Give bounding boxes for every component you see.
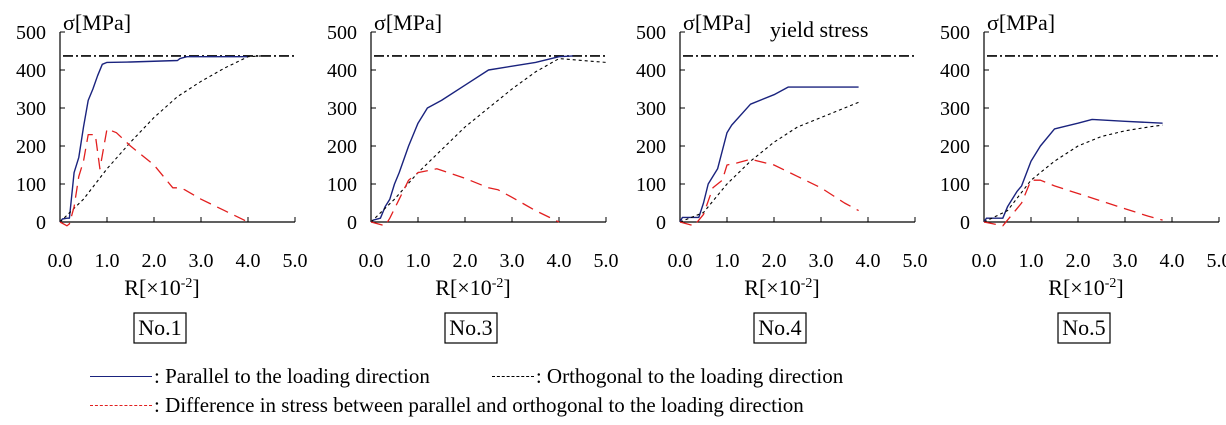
y-axis-title: σ[MPa]: [374, 10, 442, 35]
series-line-difference: [983, 179, 1163, 227]
y-tick-label: 0: [656, 212, 666, 234]
y-tick-label: 0: [36, 212, 46, 234]
y-tick-label: 500: [636, 22, 666, 44]
x-axis-title: R[×10-2]: [124, 275, 199, 300]
legend-row-2: : Difference in stress between parallel …: [90, 392, 866, 418]
x-tick-label: 5.0: [903, 250, 928, 272]
y-tick-label: 100: [16, 174, 46, 196]
y-axis-title: σ[MPa]: [987, 10, 1055, 35]
x-axis-title: R[×10-2]: [744, 275, 819, 300]
legend-label-parallel: : Parallel to the loading direction: [154, 363, 430, 388]
x-tick-label: 4.0: [236, 250, 261, 272]
legend-label-difference: : Difference in stress between parallel …: [154, 392, 804, 417]
specimen-label: No.5: [1062, 315, 1105, 340]
x-axis-title: R[×10-2]: [1048, 275, 1123, 300]
chart-panel-no1: 0 100 200 300 400 500 0.0 1.0 2.0 3.0 4.0 5.0 σ[MPa]…: [16, 10, 308, 344]
series-line-parallel: [59, 56, 248, 223]
series-line-parallel: [370, 55, 574, 223]
series-line-orthogonal: [983, 124, 1163, 223]
x-tick-label: 1.0: [715, 250, 740, 272]
y-tick-label: 400: [940, 60, 970, 82]
y-tick-label: 0: [347, 212, 357, 234]
x-tick-label: 4.0: [547, 250, 572, 272]
x-tick-label: 0.0: [359, 250, 384, 272]
x-tick-label: 3.0: [189, 250, 214, 272]
series-line-parallel: [983, 118, 1163, 223]
x-tick-label: 1.0: [1019, 250, 1044, 272]
legend-swatch-parallel: [90, 375, 152, 377]
x-tick-label: 3.0: [500, 250, 525, 272]
legend-row-1: : Parallel to the loading direction : Or…: [90, 363, 905, 389]
x-tick-label: 5.0: [1207, 250, 1226, 272]
x-axis-title: R[×10-2]: [435, 275, 510, 300]
x-tick-label: 0.0: [972, 250, 997, 272]
series-line-difference: [59, 128, 249, 227]
yield-stress-label: yield stress: [770, 17, 868, 42]
x-tick-label: 4.0: [856, 250, 881, 272]
specimen-label: No.4: [758, 315, 801, 340]
x-tick-label: 3.0: [1113, 250, 1138, 272]
series-line-orthogonal: [370, 58, 607, 223]
series-line-orthogonal: [59, 55, 263, 223]
x-tick-label: 2.0: [1066, 250, 1091, 272]
y-tick-label: 100: [636, 174, 666, 196]
specimen-label: No.3: [449, 315, 492, 340]
y-tick-label: 300: [940, 98, 970, 120]
y-tick-label: 0: [960, 212, 970, 234]
y-axis-title: σ[MPa]: [63, 10, 131, 35]
y-tick-label: 100: [327, 174, 357, 196]
y-tick-label: 400: [636, 60, 666, 82]
legend-item-orthogonal: : Orthogonal to the loading direction: [491, 363, 844, 389]
y-tick-label: 500: [327, 22, 357, 44]
series-line-parallel: [679, 86, 859, 223]
y-tick-label: 300: [636, 98, 666, 120]
y-tick-label: 200: [16, 136, 46, 158]
x-tick-label: 0.0: [668, 250, 693, 272]
y-tick-label: 400: [16, 60, 46, 82]
specimen-label-box: [1057, 312, 1111, 344]
x-tick-label: 5.0: [594, 250, 619, 272]
legend-swatch-orthogonal: [491, 375, 534, 377]
y-tick-label: 200: [327, 136, 357, 158]
x-tick-label: 1.0: [406, 250, 431, 272]
x-tick-label: 4.0: [1160, 250, 1185, 272]
series-line-difference: [679, 158, 859, 227]
chart-panel-no3: 0 100 200 300 400 500 0.0 1.0 2.0 3.0 4.0 5.0 σ[MPa]…: [327, 10, 619, 344]
x-tick-label: 1.0: [95, 250, 120, 272]
y-tick-label: 100: [940, 174, 970, 196]
x-tick-label: 0.0: [48, 250, 73, 272]
x-tick-label: 2.0: [762, 250, 787, 272]
chart-panel-no4: 0 100 200 300 400 500 0.0 1.0 2.0 3.0 4.0 5.0 σ[MPa]…: [636, 10, 928, 344]
x-tick-label: 5.0: [283, 250, 308, 272]
specimen-label-box: [133, 312, 187, 344]
y-tick-label: 400: [327, 60, 357, 82]
y-tick-label: 200: [636, 136, 666, 158]
legend-label-orthogonal: : Orthogonal to the loading direction: [535, 363, 844, 388]
y-tick-label: 200: [940, 136, 970, 158]
series-line-difference: [370, 168, 560, 227]
y-axis-title: σ[MPa]: [683, 10, 751, 35]
x-tick-label: 2.0: [142, 250, 167, 272]
legend-item-difference: : Difference in stress between parallel …: [90, 393, 804, 418]
y-tick-label: 500: [16, 22, 46, 44]
specimen-label-box: [444, 312, 498, 344]
chart-panel-no5: 0 100 200 300 400 500 0.0 1.0 2.0 3.0 4.0 5.0 σ[MPa]…: [940, 10, 1226, 344]
specimen-label: No.1: [138, 315, 181, 340]
x-tick-label: 3.0: [809, 250, 834, 272]
specimen-label-box: [753, 312, 807, 344]
legend-item-parallel: : Parallel to the loading direction: [90, 364, 430, 389]
y-tick-label: 300: [16, 98, 46, 120]
y-tick-label: 500: [940, 22, 970, 44]
x-tick-label: 2.0: [453, 250, 478, 272]
legend-swatch-difference: [90, 404, 152, 406]
y-tick-label: 300: [327, 98, 357, 120]
series-line-orthogonal: [679, 101, 859, 223]
